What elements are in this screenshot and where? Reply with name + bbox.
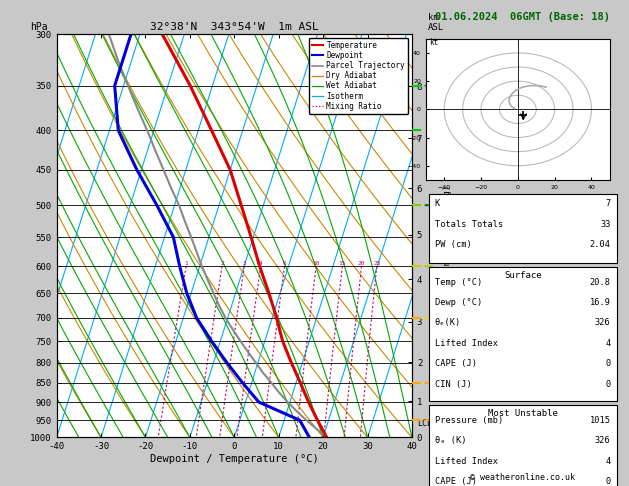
Bar	[429, 405, 616, 486]
Text: 2: 2	[220, 261, 224, 266]
Text: 326: 326	[595, 436, 611, 446]
Text: θₑ(K): θₑ(K)	[435, 318, 461, 328]
Text: PW (cm): PW (cm)	[435, 240, 472, 249]
Text: 3: 3	[242, 261, 246, 266]
Text: 15: 15	[338, 261, 346, 266]
Text: © weatheronline.co.uk: © weatheronline.co.uk	[470, 473, 575, 482]
Text: Mixing Ratio (g/kg): Mixing Ratio (g/kg)	[443, 185, 452, 287]
Text: 16.9: 16.9	[590, 298, 611, 307]
Text: 20.8: 20.8	[590, 278, 611, 287]
Text: Dewp (°C): Dewp (°C)	[435, 298, 482, 307]
Text: θₑ (K): θₑ (K)	[435, 436, 466, 446]
Text: 6: 6	[282, 261, 286, 266]
Text: 32°38'N  343°54'W  1m ASL: 32°38'N 343°54'W 1m ASL	[150, 21, 319, 32]
Text: 25: 25	[373, 261, 381, 266]
Text: kt: kt	[430, 37, 439, 47]
Text: Lifted Index: Lifted Index	[435, 339, 498, 348]
Text: 1: 1	[184, 261, 188, 266]
Text: Most Unstable: Most Unstable	[487, 409, 558, 418]
Text: Surface: Surface	[504, 271, 542, 280]
Text: 0: 0	[606, 477, 611, 486]
Text: hPa: hPa	[30, 22, 48, 32]
Text: 0: 0	[606, 359, 611, 368]
Text: 4: 4	[606, 457, 611, 466]
Text: CAPE (J): CAPE (J)	[435, 359, 477, 368]
Text: LCL: LCL	[418, 419, 433, 428]
Text: CIN (J): CIN (J)	[435, 380, 472, 389]
Text: 2.04: 2.04	[590, 240, 611, 249]
Text: 20: 20	[358, 261, 365, 266]
Text: 10: 10	[313, 261, 320, 266]
Text: 01.06.2024  06GMT (Base: 18): 01.06.2024 06GMT (Base: 18)	[435, 12, 610, 22]
X-axis label: Dewpoint / Temperature (°C): Dewpoint / Temperature (°C)	[150, 454, 319, 464]
Text: CAPE (J): CAPE (J)	[435, 477, 477, 486]
Text: 33: 33	[600, 220, 611, 229]
Text: Lifted Index: Lifted Index	[435, 457, 498, 466]
Bar	[429, 194, 616, 263]
Text: Totals Totals: Totals Totals	[435, 220, 503, 229]
Text: 326: 326	[595, 318, 611, 328]
Text: K: K	[435, 199, 440, 208]
Text: Temp (°C): Temp (°C)	[435, 278, 482, 287]
Text: 4: 4	[259, 261, 262, 266]
Text: 7: 7	[606, 199, 611, 208]
Legend: Temperature, Dewpoint, Parcel Trajectory, Dry Adiabat, Wet Adiabat, Isotherm, Mi: Temperature, Dewpoint, Parcel Trajectory…	[309, 38, 408, 114]
Text: 4: 4	[606, 339, 611, 348]
Text: 1015: 1015	[590, 416, 611, 425]
Bar	[429, 267, 616, 401]
Text: 0: 0	[606, 380, 611, 389]
Text: Pressure (mb): Pressure (mb)	[435, 416, 503, 425]
Text: km
ASL: km ASL	[428, 13, 444, 32]
